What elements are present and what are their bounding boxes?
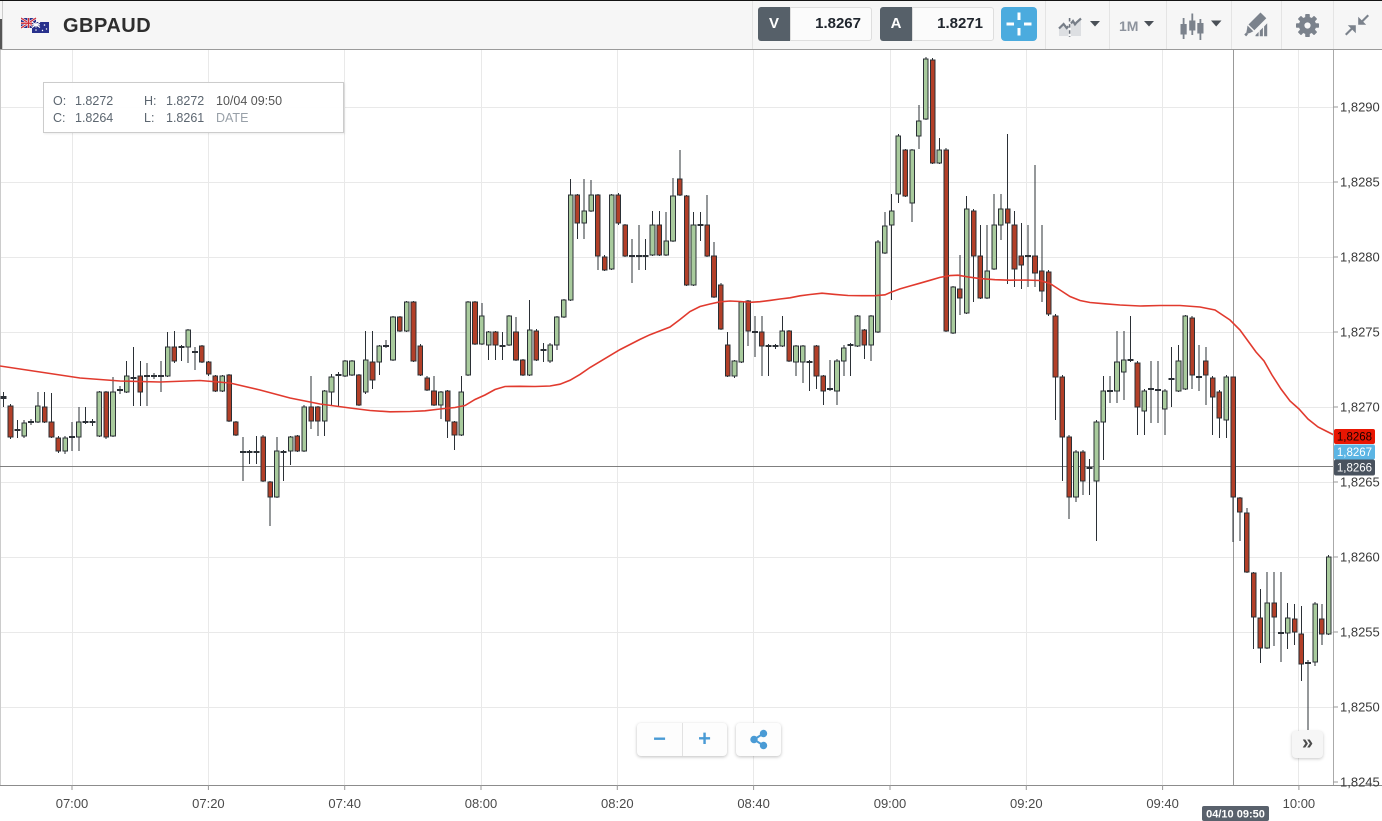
svg-text:08:20: 08:20 — [601, 796, 634, 811]
svg-text:08:00: 08:00 — [465, 796, 498, 811]
svg-text:1,8265: 1,8265 — [1340, 475, 1380, 490]
svg-text:07:40: 07:40 — [328, 796, 361, 811]
svg-text:1,8250: 1,8250 — [1340, 700, 1380, 715]
svg-text:1,8267: 1,8267 — [1337, 447, 1372, 459]
svg-text:1,8245: 1,8245 — [1340, 775, 1380, 790]
svg-text:1,8260: 1,8260 — [1340, 550, 1380, 565]
svg-text:1,8255: 1,8255 — [1340, 625, 1380, 640]
svg-text:1,8280: 1,8280 — [1340, 250, 1380, 265]
svg-text:10:00: 10:00 — [1283, 796, 1316, 811]
svg-text:1,8270: 1,8270 — [1340, 400, 1380, 415]
svg-text:09:20: 09:20 — [1010, 796, 1043, 811]
svg-text:09:40: 09:40 — [1146, 796, 1179, 811]
svg-text:07:00: 07:00 — [56, 796, 89, 811]
svg-text:04/10 09:50: 04/10 09:50 — [1206, 809, 1265, 821]
svg-text:08:40: 08:40 — [737, 796, 770, 811]
svg-text:09:00: 09:00 — [874, 796, 907, 811]
svg-text:1,8275: 1,8275 — [1340, 325, 1380, 340]
svg-text:1,8268: 1,8268 — [1337, 432, 1372, 444]
svg-text:1,8285: 1,8285 — [1340, 175, 1380, 190]
svg-text:1,8266: 1,8266 — [1337, 463, 1372, 475]
svg-text:07:20: 07:20 — [192, 796, 225, 811]
svg-text:1,8290: 1,8290 — [1340, 100, 1380, 115]
